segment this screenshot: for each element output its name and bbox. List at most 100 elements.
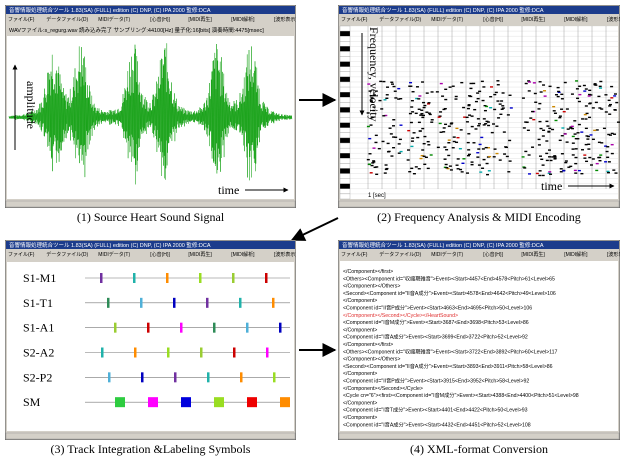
note xyxy=(477,118,480,119)
note xyxy=(574,157,577,158)
note xyxy=(495,126,498,127)
figure: 音響情報処理統合ツール 1.83(SA) (FULL) edition (C) … xyxy=(0,0,624,463)
note xyxy=(488,170,491,171)
note xyxy=(571,126,574,127)
note xyxy=(510,107,513,108)
note xyxy=(525,83,528,84)
note xyxy=(445,167,448,168)
menu-item: MIDIデータ(T) xyxy=(98,251,130,258)
menu-item: [MIDI再生] xyxy=(188,251,212,258)
note xyxy=(539,81,542,82)
note xyxy=(397,88,400,89)
note xyxy=(611,144,614,145)
caption: (1) Source Heart Sound Signal xyxy=(77,210,225,224)
note xyxy=(501,105,504,106)
note xyxy=(468,154,471,155)
note xyxy=(542,135,545,136)
note xyxy=(558,117,561,118)
note xyxy=(408,171,411,172)
label-symbol xyxy=(114,323,117,333)
note xyxy=(485,147,488,148)
piano-key xyxy=(340,143,350,148)
note xyxy=(429,114,432,115)
note xyxy=(489,107,492,108)
note xyxy=(588,95,591,96)
note xyxy=(546,160,549,161)
note xyxy=(597,157,600,158)
note xyxy=(583,90,586,91)
note xyxy=(452,147,455,148)
note xyxy=(368,138,371,139)
note xyxy=(452,86,455,87)
note xyxy=(496,153,499,154)
note xyxy=(441,95,444,96)
note xyxy=(407,130,410,131)
note xyxy=(370,124,373,125)
note xyxy=(584,118,587,119)
note xyxy=(423,105,426,106)
note xyxy=(566,141,569,142)
note xyxy=(478,91,481,92)
note xyxy=(466,121,469,122)
note xyxy=(609,104,612,105)
note xyxy=(578,124,581,125)
note xyxy=(481,81,484,82)
note xyxy=(418,109,421,110)
note xyxy=(491,132,494,133)
note xyxy=(418,168,421,169)
note xyxy=(415,113,418,114)
note xyxy=(431,119,434,120)
piano-key xyxy=(340,92,350,97)
piano-key xyxy=(340,102,350,107)
note xyxy=(371,165,374,166)
label-symbol xyxy=(272,298,275,308)
note xyxy=(599,87,602,88)
note xyxy=(478,123,481,124)
note xyxy=(493,156,496,157)
note xyxy=(467,108,470,109)
note xyxy=(571,128,574,129)
note xyxy=(484,110,487,111)
label-symbol xyxy=(207,372,210,382)
note xyxy=(469,88,472,89)
note xyxy=(585,161,588,162)
note xyxy=(501,109,504,110)
note xyxy=(407,159,410,160)
note xyxy=(585,88,588,89)
xml-line: </Component></Second></Cycle></HeartSoun… xyxy=(343,313,458,319)
note xyxy=(608,161,611,162)
note xyxy=(449,86,452,87)
note xyxy=(507,171,510,172)
label-symbol xyxy=(239,298,242,308)
note xyxy=(370,172,373,173)
note xyxy=(593,130,596,131)
xml-line: </Component></Others> xyxy=(343,284,400,290)
window-title: 音響情報処理統合ツール 1.83(SA) (FULL) edition (C) … xyxy=(9,6,211,14)
note xyxy=(573,120,576,121)
note xyxy=(431,91,434,92)
note xyxy=(448,126,451,127)
note xyxy=(460,129,463,130)
note xyxy=(440,83,443,84)
note xyxy=(528,81,531,82)
note xyxy=(390,82,393,83)
x-axis-label: time xyxy=(218,183,239,197)
note xyxy=(590,134,593,135)
xml-line: <Component id="II音P成分">Event><Start>3915… xyxy=(343,377,529,385)
note xyxy=(375,135,378,136)
note xyxy=(607,171,610,172)
note xyxy=(554,113,557,114)
note xyxy=(467,142,470,143)
note xyxy=(382,141,385,142)
note xyxy=(614,172,617,173)
note xyxy=(561,153,564,154)
note xyxy=(548,171,551,172)
note xyxy=(423,107,426,108)
note xyxy=(584,114,587,115)
note xyxy=(427,141,430,142)
xml-line: </Component></Second></Cycle> xyxy=(343,386,423,392)
window-title: 音響情報処理統合ツール 1.83(SA) (FULL) edition (C) … xyxy=(9,241,211,249)
label-symbol xyxy=(181,397,191,407)
note xyxy=(580,131,583,132)
note xyxy=(490,86,493,87)
